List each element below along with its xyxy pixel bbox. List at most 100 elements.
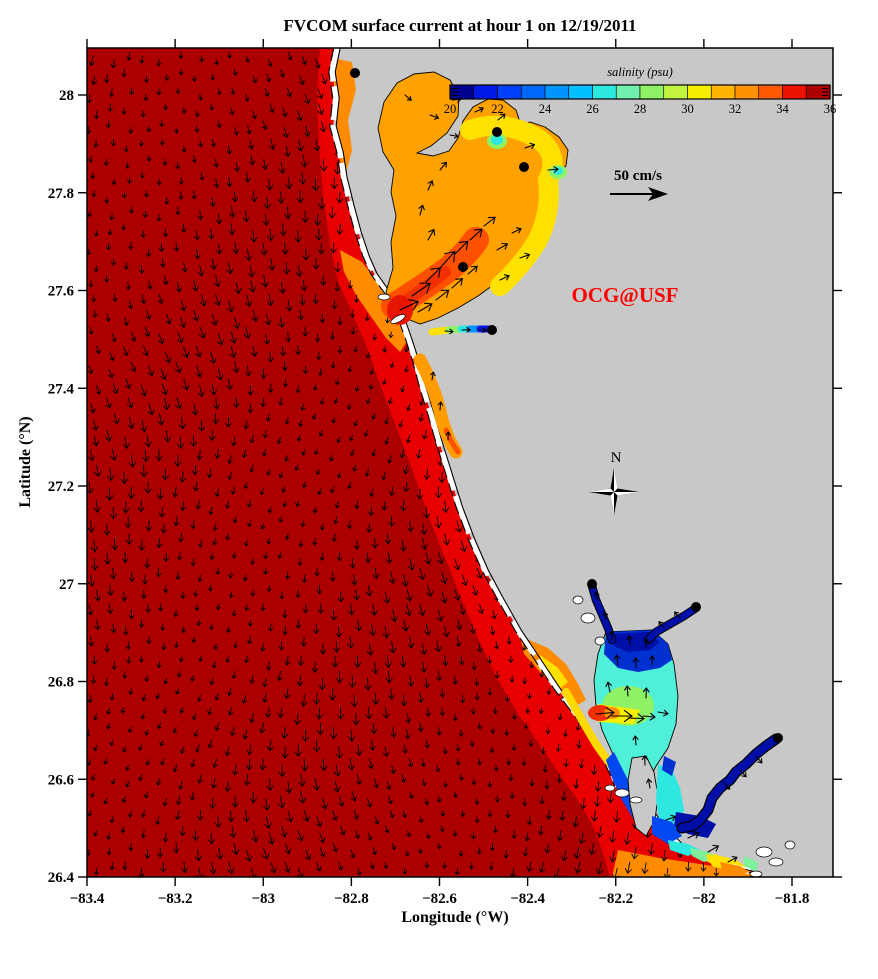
peace-river xyxy=(643,603,701,645)
current-vector xyxy=(439,825,445,833)
current-vector xyxy=(511,227,522,234)
current-vector xyxy=(371,413,377,420)
current-vector xyxy=(228,591,234,599)
current-vector xyxy=(244,604,250,612)
current-vector xyxy=(318,197,326,210)
current-vector xyxy=(212,758,218,769)
mouth-islet-2 xyxy=(390,314,406,324)
current-vector xyxy=(538,862,546,873)
current-vector xyxy=(402,867,408,875)
current-vector xyxy=(199,294,207,307)
current-vector xyxy=(489,862,495,871)
current-vector xyxy=(267,383,274,394)
current-vector xyxy=(318,368,323,377)
current-vector xyxy=(88,574,95,587)
current-vector xyxy=(94,619,101,631)
current-vector xyxy=(494,670,500,679)
current-vector xyxy=(127,416,135,429)
current-vector xyxy=(175,162,181,170)
current-vector xyxy=(436,670,443,682)
current-vector xyxy=(195,365,203,378)
san-carlos-blue xyxy=(652,816,682,844)
current-vector xyxy=(526,861,533,873)
current-vector xyxy=(487,688,493,696)
current-vector xyxy=(93,230,99,237)
current-vector xyxy=(214,448,221,459)
current-vector xyxy=(260,643,266,652)
current-vector xyxy=(262,677,268,688)
current-vector xyxy=(366,584,373,597)
current-vector xyxy=(263,567,269,575)
current-vector xyxy=(642,687,650,699)
current-vector xyxy=(335,671,344,684)
current-vector xyxy=(416,488,424,500)
current-vector xyxy=(226,262,234,275)
current-vector xyxy=(228,571,234,579)
current-vector xyxy=(353,810,360,820)
current-vector xyxy=(229,825,237,839)
current-vector xyxy=(121,223,127,231)
current-vector xyxy=(477,722,483,730)
current-vector xyxy=(278,162,286,174)
current-vector xyxy=(178,191,184,200)
current-vector xyxy=(400,500,407,512)
current-vector xyxy=(242,729,249,740)
figure-title: FVCOM surface current at hour 1 on 12/19… xyxy=(283,16,636,35)
current-vector xyxy=(352,713,360,726)
current-vector xyxy=(262,430,268,439)
current-vector xyxy=(110,139,116,147)
current-vector xyxy=(245,849,253,862)
current-vector xyxy=(227,51,232,59)
current-vector xyxy=(129,87,135,96)
current-vector xyxy=(194,110,200,118)
current-vector xyxy=(128,609,135,620)
current-vector xyxy=(283,262,291,275)
current-vector xyxy=(348,604,355,616)
colorbar-cell xyxy=(663,84,688,100)
current-vector xyxy=(312,294,319,305)
current-vector xyxy=(399,655,407,668)
current-vector xyxy=(229,107,235,116)
current-vector xyxy=(246,125,252,135)
current-vector xyxy=(244,172,251,183)
current-vector xyxy=(174,641,179,649)
current-vector xyxy=(284,145,291,158)
y-tick-label: 27.8 xyxy=(48,186,74,202)
current-vector xyxy=(508,655,514,664)
current-vector xyxy=(328,688,337,701)
current-vector xyxy=(105,430,113,442)
current-vector xyxy=(755,755,763,764)
current-vector xyxy=(189,791,196,801)
current-vector xyxy=(277,552,283,560)
current-vector xyxy=(231,552,237,559)
current-vector xyxy=(477,643,483,653)
current-vector xyxy=(140,230,146,238)
current-vector xyxy=(346,403,352,410)
current-vector xyxy=(178,177,184,186)
current-vector xyxy=(161,468,169,481)
current-vector xyxy=(194,604,200,612)
current-vector xyxy=(504,729,510,737)
current-vector xyxy=(281,746,289,759)
current-vector xyxy=(107,584,114,596)
current-vector xyxy=(213,178,220,189)
current-vector xyxy=(209,552,215,560)
current-vector xyxy=(159,120,165,128)
current-vector xyxy=(103,158,109,166)
current-vector xyxy=(216,847,224,860)
current-vector xyxy=(287,51,293,61)
current-vector xyxy=(364,314,370,322)
current-vector xyxy=(87,481,94,495)
current-vector xyxy=(107,228,113,236)
current-vector xyxy=(297,309,304,321)
current-vector xyxy=(434,641,442,653)
current-vector xyxy=(404,849,410,857)
current-vector xyxy=(707,844,720,853)
current-vector xyxy=(294,744,302,757)
current-vector xyxy=(91,190,97,198)
current-vector xyxy=(459,603,466,615)
tampa-bay xyxy=(377,71,569,325)
current-vector xyxy=(296,190,304,204)
current-vector xyxy=(347,729,356,742)
current-vector xyxy=(160,523,167,534)
